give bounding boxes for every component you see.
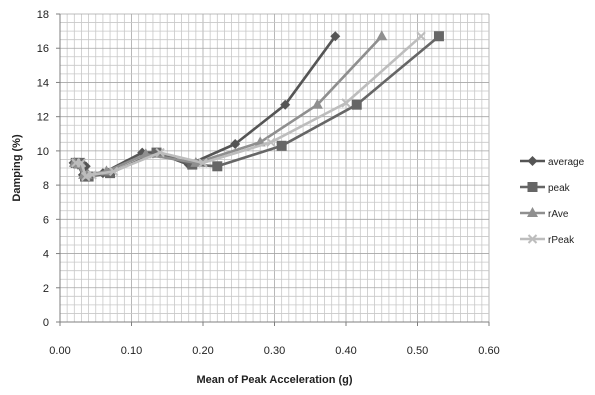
legend-marker [527, 207, 538, 217]
series-line-rPeak [75, 35, 422, 178]
series-line-rAve [73, 35, 383, 177]
series-average [68, 31, 341, 180]
x-tick-label: 0.00 [49, 345, 70, 357]
data-point-rPeak [266, 137, 276, 148]
data-point-peak [276, 140, 287, 151]
y-axis-title: Damping (%) [11, 134, 23, 202]
data-point-peak [151, 147, 162, 158]
data-point-rPeak [155, 147, 165, 158]
x-tick-label: 0.30 [264, 345, 285, 357]
y-tick-label: 6 [43, 214, 49, 226]
y-tick-label: 18 [37, 9, 49, 21]
legend-label: rPeak [548, 235, 575, 246]
legend-item-rAve: rAve [520, 207, 569, 220]
data-point-average [280, 99, 291, 110]
y-tick-label: 2 [43, 283, 49, 295]
y-tick-label: 8 [43, 180, 49, 192]
y-tick-label: 12 [37, 112, 49, 124]
data-point-rAve [311, 98, 323, 109]
y-tick-label: 0 [43, 317, 49, 329]
data-point-rPeak [87, 170, 97, 180]
legend-item-peak: peak [520, 182, 571, 194]
legend-marker [527, 182, 538, 192]
y-tick-label: 10 [37, 146, 49, 158]
y-tick-label: 14 [37, 77, 49, 89]
x-tick-label: 0.60 [478, 345, 499, 357]
series-line-peak [75, 35, 440, 178]
data-point-rAve [140, 148, 152, 159]
data-point-average [230, 139, 241, 150]
x-tick-labels: 0.00 0.10 0.20 0.30 0.40 0.50 0.60 [49, 322, 500, 357]
legend-marker [527, 156, 538, 166]
data-point-peak [433, 31, 444, 42]
x-tick-label: 0.20 [192, 345, 213, 357]
series-rPeak [71, 31, 426, 182]
legend-item-average: average [520, 156, 585, 168]
x-axis-title: Mean of Peak Acceleration (g) [196, 374, 352, 386]
data-point-peak [212, 161, 223, 172]
y-tick-label: 4 [43, 249, 49, 261]
legend-item-rPeak: rPeak [520, 234, 575, 246]
data-point-rPeak [108, 166, 119, 177]
x-tick-label: 0.50 [407, 345, 428, 357]
series-peak [70, 31, 444, 182]
data-point-peak [351, 99, 362, 110]
data-point-rPeak [81, 171, 91, 182]
x-tick-label: 0.40 [335, 345, 356, 357]
data-point-rPeak [76, 158, 87, 168]
data-point-rAve [376, 30, 388, 41]
y-tick-label: 16 [37, 43, 49, 55]
y-tick-labels: 0 2 4 6 8 10 12 14 16 18 [37, 9, 60, 329]
data-point-average [330, 31, 341, 42]
series-lines [68, 30, 444, 182]
legend-label: peak [548, 183, 571, 194]
x-tick-label: 0.10 [121, 345, 142, 357]
legend: average peak rAve rPeak [520, 156, 585, 246]
data-point-rPeak [341, 98, 351, 108]
data-point-rPeak [416, 31, 426, 41]
legend-label: rAve [548, 209, 569, 220]
legend-label: average [548, 157, 585, 168]
data-point-rPeak [198, 158, 208, 168]
legend-marker [527, 234, 538, 244]
grid-lines [59, 13, 490, 323]
